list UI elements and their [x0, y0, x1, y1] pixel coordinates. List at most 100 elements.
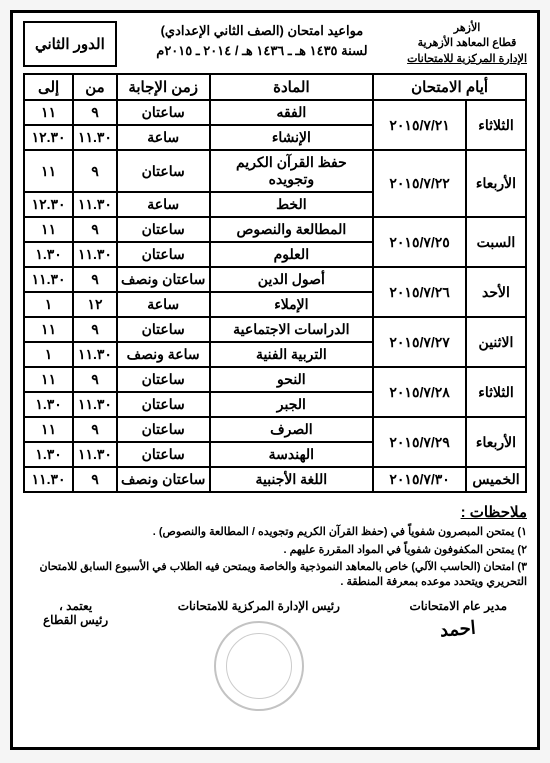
day-cell: الأربعاء — [466, 150, 526, 217]
subject-cell: الفقه — [210, 100, 374, 125]
to-cell: ١١ — [24, 217, 73, 242]
day-cell: الأحد — [466, 267, 526, 317]
duration-cell: ساعتان — [117, 392, 210, 417]
to-cell: ١١ — [24, 317, 73, 342]
day-cell: الثلاثاء — [466, 100, 526, 150]
notes-title: ملاحظات : — [23, 503, 527, 521]
subject-cell: الإملاء — [210, 292, 374, 317]
date-cell: ٢٠١٥/٧/٢٢ — [373, 150, 466, 217]
date-cell: ٢٠١٥/٧/٢٦ — [373, 267, 466, 317]
from-cell: ٩ — [73, 217, 117, 242]
org-block: الأزهر قطاع المعاهد الأزهرية الإدارة الم… — [407, 21, 527, 67]
to-cell: ١١ — [24, 417, 73, 442]
duration-cell: ساعتان — [117, 367, 210, 392]
official-stamp-icon — [214, 621, 304, 711]
round-label: الدور الثاني — [35, 36, 105, 53]
title-block: مواعيد امتحان (الصف الثاني الإعدادي) لسن… — [156, 21, 367, 60]
day-cell: الثلاثاء — [466, 367, 526, 417]
day-cell: الاثنين — [466, 317, 526, 367]
to-cell: ١١ — [24, 100, 73, 125]
to-cell: ١.٣٠ — [24, 442, 73, 467]
from-cell: ١١.٣٠ — [73, 392, 117, 417]
col-from: من — [73, 74, 117, 100]
duration-cell: ساعتان — [117, 100, 210, 125]
sig-center-title: رئيس الإدارة المركزية للامتحانات — [178, 599, 340, 613]
sig-right-title: مدير عام الامتحانات — [409, 599, 507, 613]
subject-cell: المطالعة والنصوص — [210, 217, 374, 242]
to-cell: ١١ — [24, 367, 73, 392]
to-cell: ١ — [24, 342, 73, 367]
sig-left-title: يعتمد ، — [43, 599, 108, 613]
duration-cell: ساعتان — [117, 417, 210, 442]
subject-cell: الهندسة — [210, 442, 374, 467]
header: الأزهر قطاع المعاهد الأزهرية الإدارة الم… — [23, 21, 527, 67]
table-body: الثلاثاء٢٠١٥/٧/٢١الفقهساعتان٩١١الإنشاءسا… — [24, 100, 526, 492]
date-cell: ٢٠١٥/٧/٣٠ — [373, 467, 466, 492]
from-cell: ١١.٣٠ — [73, 125, 117, 150]
table-row: الثلاثاء٢٠١٥/٧/٢٨النحوساعتان٩١١ — [24, 367, 526, 392]
from-cell: ٩ — [73, 150, 117, 192]
duration-cell: ساعة — [117, 292, 210, 317]
sig-center: رئيس الإدارة المركزية للامتحانات — [178, 599, 340, 711]
round-box: الدور الثاني — [23, 21, 117, 67]
to-cell: ١٢.٣٠ — [24, 192, 73, 217]
table-row: الأربعاء٢٠١٥/٧/٢٩الصرفساعتان٩١١ — [24, 417, 526, 442]
from-cell: ٩ — [73, 467, 117, 492]
duration-cell: ساعتان — [117, 317, 210, 342]
subject-cell: التربية الفنية — [210, 342, 374, 367]
subject-cell: الإنشاء — [210, 125, 374, 150]
from-cell: ٩ — [73, 100, 117, 125]
from-cell: ١١.٣٠ — [73, 442, 117, 467]
to-cell: ١١.٣٠ — [24, 267, 73, 292]
duration-cell: ساعتان — [117, 242, 210, 267]
table-row: الثلاثاء٢٠١٥/٧/٢١الفقهساعتان٩١١ — [24, 100, 526, 125]
duration-cell: ساعتان — [117, 217, 210, 242]
org-line-1: الأزهر — [407, 21, 527, 36]
document-page: الأزهر قطاع المعاهد الأزهرية الإدارة الم… — [10, 10, 540, 750]
subject-cell: العلوم — [210, 242, 374, 267]
col-duration: زمن الإجابة — [117, 74, 210, 100]
doc-title: مواعيد امتحان (الصف الثاني الإعدادي) — [156, 21, 367, 41]
table-row: السبت٢٠١٥/٧/٢٥المطالعة والنصوصساعتان٩١١ — [24, 217, 526, 242]
sig-left: يعتمد ، رئيس القطاع — [43, 599, 108, 711]
from-cell: ١١.٣٠ — [73, 242, 117, 267]
doc-year: لسنة ١٤٣٥ هـ ـ ١٤٣٦ هـ / ٢٠١٤ ـ ٢٠١٥م — [156, 41, 367, 61]
date-cell: ٢٠١٥/٧/٢٩ — [373, 417, 466, 467]
to-cell: ١.٣٠ — [24, 242, 73, 267]
sig-left-sub: رئيس القطاع — [43, 613, 108, 627]
from-cell: ٩ — [73, 417, 117, 442]
table-row: الخميس٢٠١٥/٧/٣٠اللغة الأجنبيةساعتان ونصف… — [24, 467, 526, 492]
to-cell: ١.٣٠ — [24, 392, 73, 417]
table-header-row: أيام الامتحان المادة زمن الإجابة من إلى — [24, 74, 526, 100]
note-1: ١) يمتحن المبصرون شفوياً في (حفظ القرآن … — [23, 525, 527, 540]
subject-cell: اللغة الأجنبية — [210, 467, 374, 492]
date-cell: ٢٠١٥/٧/٢٨ — [373, 367, 466, 417]
date-cell: ٢٠١٥/٧/٢١ — [373, 100, 466, 150]
date-cell: ٢٠١٥/٧/٢٧ — [373, 317, 466, 367]
from-cell: ٩ — [73, 267, 117, 292]
subject-cell: حفظ القرآن الكريم وتجويده — [210, 150, 374, 192]
duration-cell: ساعتان ونصف — [117, 267, 210, 292]
to-cell: ١٢.٣٠ — [24, 125, 73, 150]
subject-cell: الخط — [210, 192, 374, 217]
col-subject: المادة — [210, 74, 374, 100]
signature-mark: احمد — [409, 615, 508, 644]
from-cell: ١١.٣٠ — [73, 192, 117, 217]
table-row: الاثنين٢٠١٥/٧/٢٧الدراسات الاجتماعيةساعتا… — [24, 317, 526, 342]
duration-cell: ساعة — [117, 192, 210, 217]
duration-cell: ساعتان — [117, 442, 210, 467]
table-row: الأربعاء٢٠١٥/٧/٢٢حفظ القرآن الكريم وتجوي… — [24, 150, 526, 192]
to-cell: ١ — [24, 292, 73, 317]
subject-cell: النحو — [210, 367, 374, 392]
to-cell: ١١.٣٠ — [24, 467, 73, 492]
from-cell: ٩ — [73, 317, 117, 342]
from-cell: ٩ — [73, 367, 117, 392]
subject-cell: الصرف — [210, 417, 374, 442]
sig-right: مدير عام الامتحانات احمد — [409, 599, 507, 711]
from-cell: ١٢ — [73, 292, 117, 317]
date-cell: ٢٠١٥/٧/٢٥ — [373, 217, 466, 267]
day-cell: الخميس — [466, 467, 526, 492]
duration-cell: ساعتان ونصف — [117, 467, 210, 492]
col-days: أيام الامتحان — [373, 74, 526, 100]
note-2: ٢) يمتحن المكفوفون شفوياً في المواد المق… — [23, 543, 527, 558]
